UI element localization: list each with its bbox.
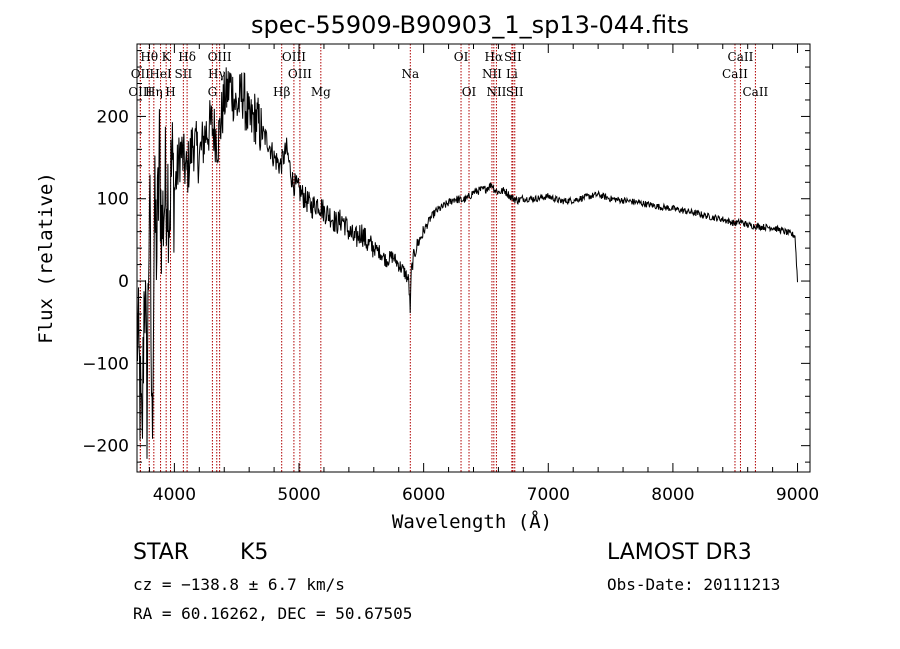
redshift-value: cz = −138.8 ± 6.7 km/s — [133, 575, 345, 594]
line-marker-label: K — [162, 50, 172, 64]
x-axis-label: Wavelength (Å) — [392, 510, 552, 533]
line-marker-label: CaII — [722, 67, 748, 81]
line-marker-label: Hη — [145, 85, 163, 99]
survey-name: LAMOST DR3 — [607, 540, 752, 565]
line-marker-label: OIII — [282, 50, 306, 64]
x-tick-label: 5000 — [277, 485, 320, 505]
object-class: STAR — [133, 540, 190, 565]
line-marker-label: Hδ — [178, 50, 196, 64]
x-axis-ticks: 4000 5000 6000 7000 8000 9000 — [148, 44, 819, 505]
line-marker-label: SII — [175, 67, 193, 81]
line-marker-label: OI — [462, 85, 477, 99]
line-marker-label: Mg — [311, 85, 331, 99]
line-marker-label: G — [208, 85, 218, 99]
y-tick-label: 0 — [118, 272, 129, 292]
observation-date: Obs-Date: 20111213 — [607, 575, 781, 594]
line-marker-label: OIII — [288, 67, 312, 81]
line-marker-label: NII — [486, 85, 506, 99]
line-marker-label: OII — [131, 67, 151, 81]
line-marker-label: Hγ — [208, 67, 226, 81]
line-marker-label: CaII — [742, 85, 768, 99]
x-tick-label: 6000 — [402, 485, 445, 505]
object-subclass: K5 — [240, 540, 269, 565]
line-marker-label: Hβ — [273, 85, 290, 99]
y-tick-label: 100 — [97, 190, 129, 210]
line-marker-label: Hα — [485, 50, 504, 64]
y-tick-label: 200 — [97, 107, 129, 127]
line-marker-label: Na — [401, 67, 419, 81]
y-axis-label: Flux (relative) — [35, 172, 57, 344]
y-tick-label: −200 — [82, 437, 129, 457]
y-tick-label: −100 — [82, 354, 129, 374]
line-marker-label: HeI — [149, 67, 172, 81]
line-marker-label: OIII — [128, 85, 152, 99]
line-marker-label: SII — [506, 85, 524, 99]
line-marker-label: OI — [454, 50, 469, 64]
x-tick-label: 4000 — [153, 485, 196, 505]
chart-title: spec-55909-B90903_1_sp13-044.fits — [251, 11, 689, 39]
x-tick-label: 8000 — [651, 485, 694, 505]
x-tick-label: 9000 — [776, 485, 819, 505]
line-marker-label: NII — [482, 67, 502, 81]
line-marker-label: Hθ — [140, 50, 158, 64]
line-marker-label: OIII — [208, 50, 232, 64]
line-marker-label: CaII — [728, 50, 754, 64]
spectrum-series — [136, 67, 798, 459]
x-tick-label: 7000 — [527, 485, 570, 505]
spectrum-line — [136, 67, 798, 459]
y-axis-ticks: −200 −100 0 100 200 — [82, 50, 810, 463]
sky-coordinates: RA = 60.16262, DEC = 50.67505 — [133, 604, 413, 623]
line-marker-label: Li — [506, 67, 518, 81]
line-marker-label: SII — [504, 50, 522, 64]
line-marker-label: H — [165, 85, 175, 99]
